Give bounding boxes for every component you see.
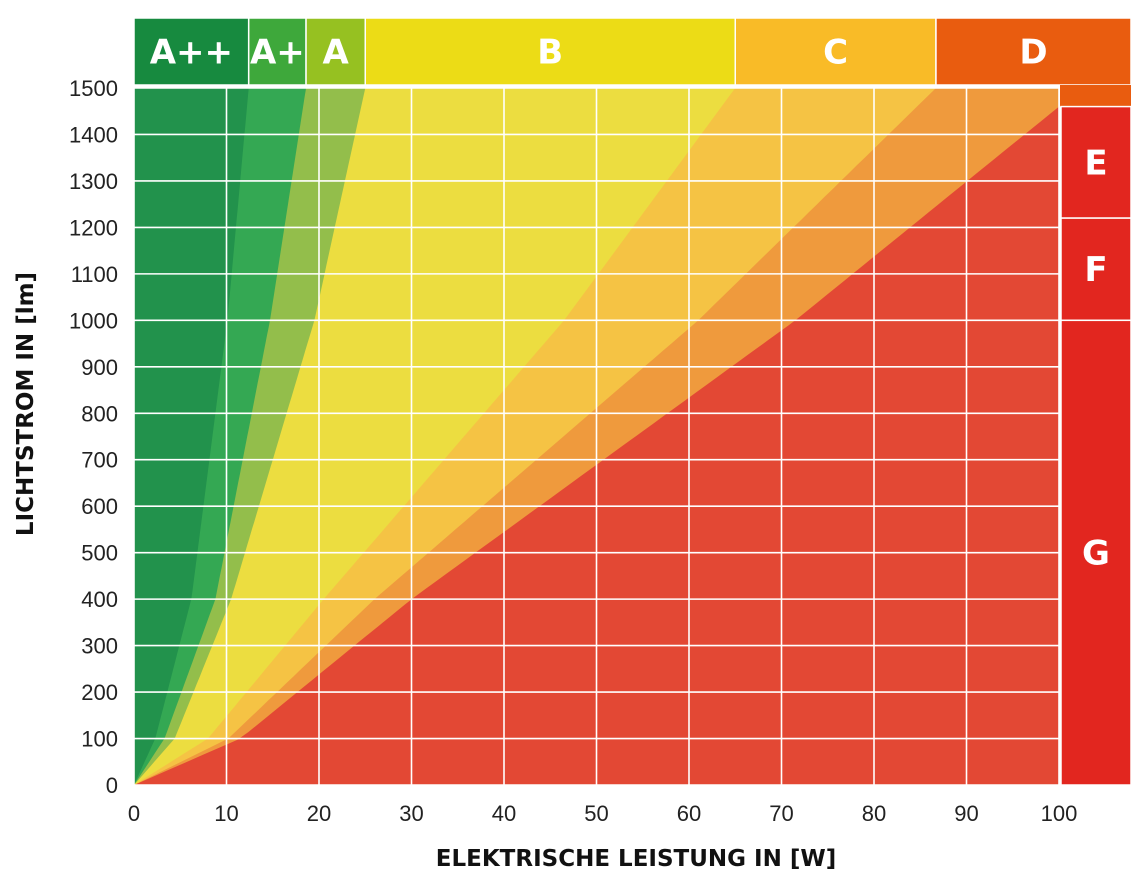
x-tick-20: 20 bbox=[307, 801, 331, 826]
y-tick-1200: 1200 bbox=[69, 215, 118, 240]
y-tick-1500: 1500 bbox=[69, 76, 118, 101]
x-tick-80: 80 bbox=[862, 801, 886, 826]
top-band-d bbox=[935, 17, 1132, 86]
x-tick-0: 0 bbox=[128, 801, 140, 826]
x-tick-40: 40 bbox=[492, 801, 516, 826]
right-band-g bbox=[1060, 319, 1132, 786]
top-band-c bbox=[734, 17, 937, 86]
right-band-label-e: E bbox=[1084, 143, 1107, 183]
y-tick-200: 200 bbox=[81, 680, 118, 705]
x-tick-60: 60 bbox=[677, 801, 701, 826]
x-tick-labels: 0 10 20 30 40 50 60 70 80 90 100 bbox=[128, 801, 1077, 826]
y-axis-title: LICHTSTROM IN [lm] bbox=[13, 272, 39, 536]
grid bbox=[133, 87, 1060, 786]
x-tick-90: 90 bbox=[954, 801, 978, 826]
y-tick-1300: 1300 bbox=[69, 169, 118, 194]
top-band-aplus bbox=[247, 17, 307, 86]
top-band-b bbox=[364, 17, 736, 86]
top-band-d-extension bbox=[1060, 85, 1131, 107]
top-band-label-aplus: A+ bbox=[250, 33, 305, 73]
y-tick-100: 100 bbox=[81, 727, 118, 752]
y-tick-1400: 1400 bbox=[69, 122, 118, 147]
top-band-label-aplusplus: A++ bbox=[150, 33, 233, 73]
x-tick-50: 50 bbox=[584, 801, 608, 826]
y-tick-500: 500 bbox=[81, 541, 118, 566]
top-band-label-a: A bbox=[322, 33, 349, 73]
right-band-f bbox=[1060, 217, 1132, 322]
y-tick-1100: 1100 bbox=[71, 262, 118, 287]
x-tick-70: 70 bbox=[769, 801, 793, 826]
right-band-label-f: F bbox=[1084, 250, 1107, 290]
y-tick-labels: 0 100 200 300 400 500 600 700 800 900 1000 1100 1200… bbox=[69, 76, 118, 798]
y-tick-0: 0 bbox=[106, 773, 118, 798]
right-band-e bbox=[1060, 105, 1132, 219]
x-tick-10: 10 bbox=[214, 801, 238, 826]
y-tick-1000: 1000 bbox=[69, 308, 118, 333]
top-band-label-c: C bbox=[823, 33, 848, 73]
x-axis-title: ELEKTRISCHE LEISTUNG IN [W] bbox=[436, 846, 836, 872]
x-tick-30: 30 bbox=[399, 801, 423, 826]
y-tick-700: 700 bbox=[81, 448, 118, 473]
right-class-bands: E F G bbox=[1060, 105, 1132, 786]
y-tick-900: 900 bbox=[81, 355, 118, 380]
right-band-label-g: G bbox=[1082, 534, 1110, 574]
y-tick-300: 300 bbox=[81, 634, 118, 659]
y-tick-400: 400 bbox=[81, 587, 118, 612]
x-tick-100: 100 bbox=[1041, 801, 1078, 826]
top-band-aplusplus bbox=[133, 17, 250, 86]
y-tick-600: 600 bbox=[81, 494, 118, 519]
top-band-label-b: B bbox=[537, 33, 563, 73]
y-tick-800: 800 bbox=[81, 401, 118, 426]
top-class-bands: A++ A+ A B C D bbox=[133, 17, 1132, 107]
region-aplusplus bbox=[134, 88, 249, 785]
top-band-label-d: D bbox=[1019, 33, 1047, 73]
